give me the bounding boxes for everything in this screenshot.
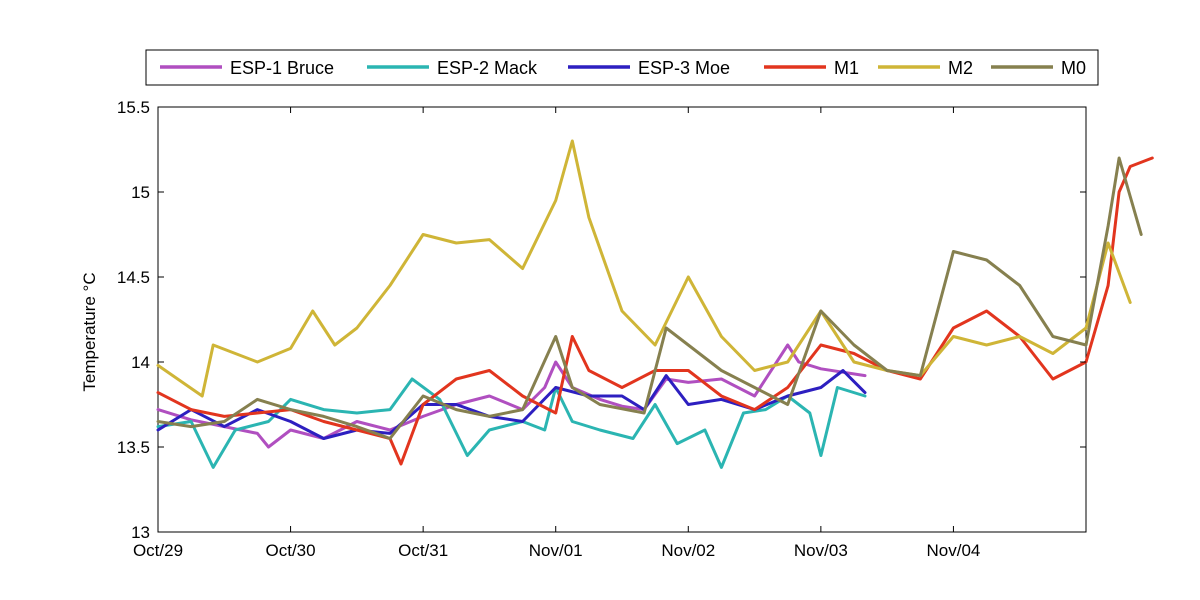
axis-layer: 13 13.5 14 14.5 15 15.5 Oct/29 Oct/30 Oct/31 Nov/… [117, 98, 1086, 560]
plot-area [157, 106, 1087, 533]
y-tick-label: 14.5 [117, 268, 150, 287]
x-tick-label: Nov/03 [794, 541, 848, 560]
x-tick-label: Oct/29 [133, 541, 183, 560]
y-tick-label: 15.5 [117, 98, 150, 117]
legend-label-6: M0 [1061, 58, 1086, 78]
x-tick-label: Oct/30 [266, 541, 316, 560]
series-line-1 [156, 343, 867, 449]
legend: ESP-1 Bruce ESP-2 Mack ESP-3 Moe M1 M2 M0 [145, 49, 1099, 86]
legend-label-1: ESP-1 Bruce [230, 58, 334, 78]
y-tick-label: 13.5 [117, 438, 150, 457]
legend-label-2: ESP-2 Mack [437, 58, 538, 78]
y-tick-label: 14 [131, 353, 150, 372]
legend-label-4: M1 [834, 58, 859, 78]
series-layer [156, 139, 1154, 469]
x-tick-label: Oct/31 [398, 541, 448, 560]
y-axis-title: Temperature °C [80, 272, 99, 391]
x-tick-label: Nov/02 [661, 541, 715, 560]
x-tick-label: Nov/01 [529, 541, 583, 560]
y-tick-label: 13 [131, 523, 150, 542]
y-tick-label: 15 [131, 183, 150, 202]
series-line-6 [156, 156, 1143, 440]
legend-label-3: ESP-3 Moe [638, 58, 730, 78]
legend-label-5: M2 [948, 58, 973, 78]
x-tick-label: Nov/04 [926, 541, 980, 560]
series-line-5 [156, 139, 1132, 398]
